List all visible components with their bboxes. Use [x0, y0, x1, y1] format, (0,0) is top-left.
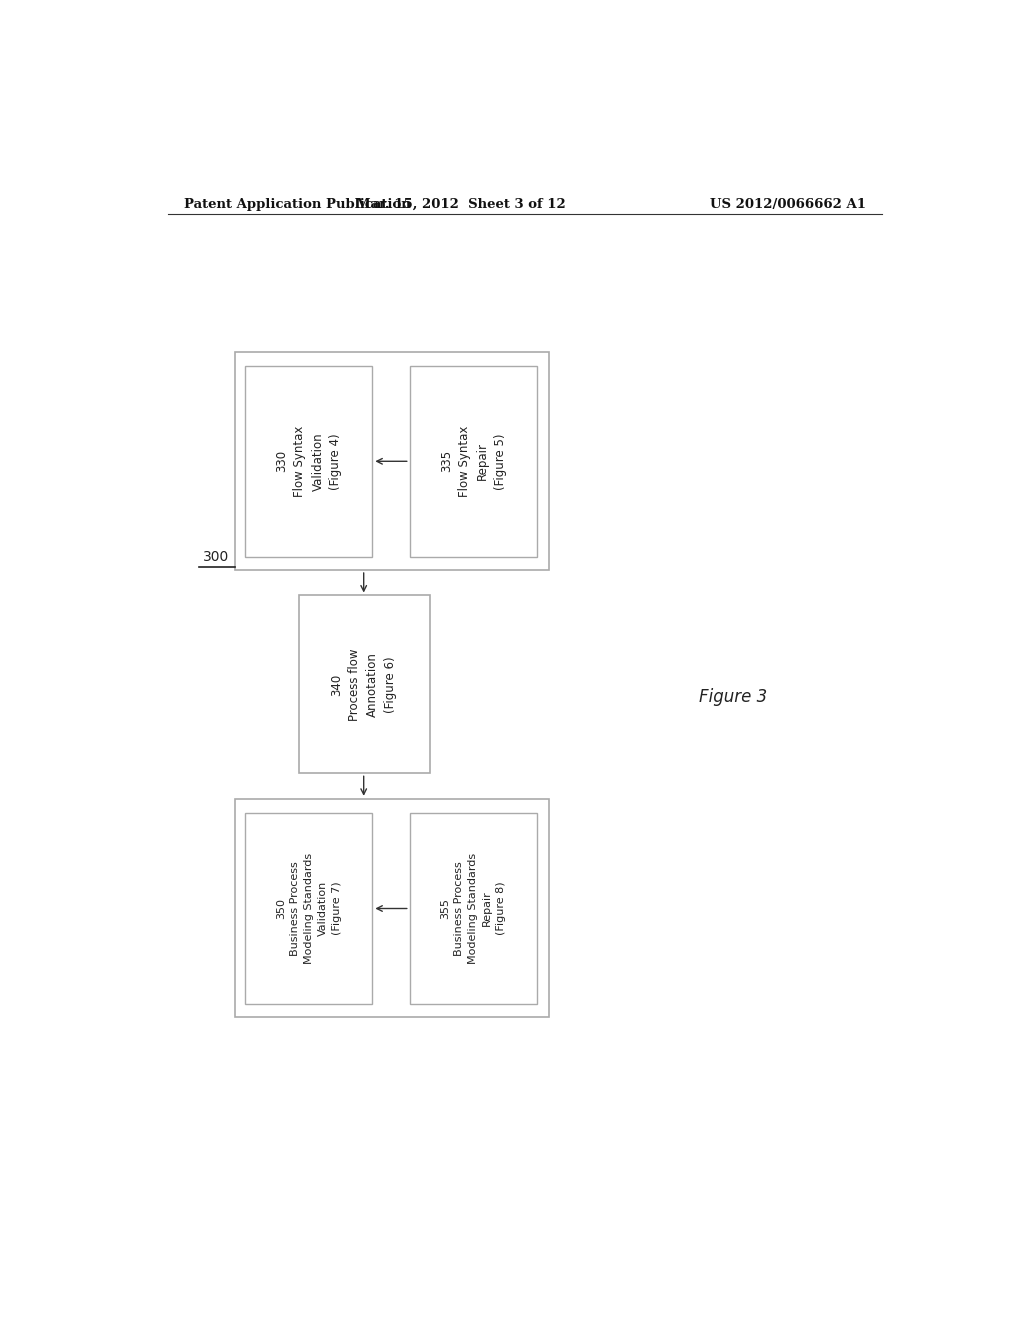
- Bar: [246, 813, 373, 1005]
- Bar: [410, 366, 537, 557]
- Bar: [410, 813, 537, 1005]
- Text: 350
Business Process
Modeling Standards
Validation
(Figure 7): 350 Business Process Modeling Standards …: [275, 853, 342, 964]
- Text: 340
Process flow
Annotation
(Figure 6): 340 Process flow Annotation (Figure 6): [330, 648, 397, 721]
- Text: Mar. 15, 2012  Sheet 3 of 12: Mar. 15, 2012 Sheet 3 of 12: [356, 198, 566, 211]
- Text: Figure 3: Figure 3: [699, 688, 768, 706]
- Bar: [299, 595, 430, 774]
- Bar: [236, 799, 549, 1018]
- Bar: [236, 351, 549, 570]
- Bar: [246, 366, 373, 557]
- Text: 330
Flow Syntax
Validation
(Figure 4): 330 Flow Syntax Validation (Figure 4): [275, 425, 342, 496]
- Text: 300: 300: [204, 549, 229, 564]
- Text: 355
Business Process
Modeling Standards
Repair
(Figure 8): 355 Business Process Modeling Standards …: [440, 853, 506, 964]
- Text: 335
Flow Syntax
Repair
(Figure 5): 335 Flow Syntax Repair (Figure 5): [439, 425, 507, 496]
- Text: US 2012/0066662 A1: US 2012/0066662 A1: [710, 198, 866, 211]
- Text: Patent Application Publication: Patent Application Publication: [183, 198, 411, 211]
